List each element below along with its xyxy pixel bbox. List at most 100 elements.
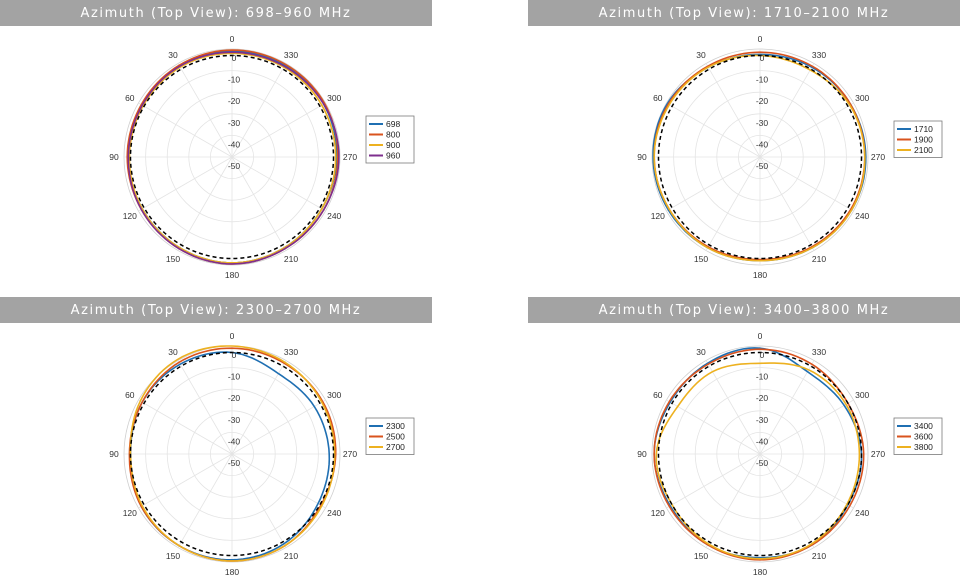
radial-tick-label: -50 xyxy=(756,458,769,468)
angle-tick-label: 330 xyxy=(812,347,826,357)
grid-spoke xyxy=(666,156,761,212)
legend-label: 960 xyxy=(386,151,400,161)
grid-spoke xyxy=(231,453,326,509)
chart-panel-1: Azimuth (Top View): 698–960 MHz 0 330 300 2… xyxy=(0,0,432,285)
legend-label: 3400 xyxy=(914,421,933,431)
grid-spoke xyxy=(759,63,815,158)
angle-tick-label: 180 xyxy=(225,567,239,577)
angle-tick-label: 120 xyxy=(651,211,665,221)
grid-spoke xyxy=(759,360,815,455)
series-2300-line xyxy=(129,351,331,561)
angle-tick-label: 150 xyxy=(166,254,180,264)
angle-tick-label: 180 xyxy=(753,567,767,577)
radial-tick-label: -20 xyxy=(756,393,769,403)
angle-tick-label: 330 xyxy=(812,50,826,60)
angle-tick-label: 150 xyxy=(694,254,708,264)
angle-tick-label: 210 xyxy=(812,254,826,264)
radial-tick-label: -10 xyxy=(756,75,769,85)
legend-label: 1900 xyxy=(914,135,933,145)
radial-tick-label: -50 xyxy=(228,161,241,171)
radial-tick-label: -20 xyxy=(228,96,241,106)
angle-tick-label: 300 xyxy=(327,390,341,400)
grid-spoke xyxy=(705,453,761,548)
angle-tick-label: 330 xyxy=(284,347,298,357)
series-2100-line xyxy=(653,54,866,262)
chart-title: Azimuth (Top View): 1710–2100 MHz xyxy=(528,0,960,26)
angle-tick-label: 240 xyxy=(855,211,869,221)
chart-title: Azimuth (Top View): 2300–2700 MHz xyxy=(0,297,432,323)
grid-spoke xyxy=(666,453,761,509)
radial-tick-label: -40 xyxy=(228,436,241,446)
radial-tick-label: -40 xyxy=(756,436,769,446)
angle-tick-label: 300 xyxy=(327,93,341,103)
angle-tick-label: 240 xyxy=(855,508,869,518)
angle-tick-label: 30 xyxy=(168,50,178,60)
angle-tick-label: 0 xyxy=(230,34,235,44)
angle-tick-label: 90 xyxy=(637,449,647,459)
angle-tick-label: 210 xyxy=(284,254,298,264)
angle-tick-label: 270 xyxy=(871,152,885,162)
angle-tick-label: 330 xyxy=(284,50,298,60)
radial-tick-label: -50 xyxy=(756,161,769,171)
legend-label: 2100 xyxy=(914,145,933,155)
radial-tick-label: -10 xyxy=(228,75,241,85)
grid-spoke xyxy=(177,63,233,158)
angle-tick-label: 60 xyxy=(125,93,135,103)
chart-panel-4: Azimuth (Top View): 3400–3800 MHz 0 330 30… xyxy=(528,297,960,582)
radial-tick-label: -10 xyxy=(228,372,241,382)
radial-tick-label: -20 xyxy=(756,96,769,106)
radial-tick-label: -10 xyxy=(756,372,769,382)
legend-label: 698 xyxy=(386,119,400,129)
angle-tick-label: 0 xyxy=(230,331,235,341)
angle-tick-label: 180 xyxy=(225,270,239,280)
radial-tick-label: -30 xyxy=(756,118,769,128)
legend-label: 2500 xyxy=(386,432,405,442)
angle-tick-label: 120 xyxy=(123,508,137,518)
angle-tick-label: 0 xyxy=(758,34,763,44)
radial-tick-label: -40 xyxy=(756,139,769,149)
angle-tick-label: 210 xyxy=(812,551,826,561)
grid-spoke xyxy=(177,156,233,251)
grid-spoke xyxy=(705,360,761,455)
radial-tick-label: 0 xyxy=(760,53,765,63)
grid-spoke xyxy=(138,399,233,455)
grid-spoke xyxy=(231,156,326,212)
reference-dashed-line xyxy=(129,54,335,260)
angle-tick-label: 120 xyxy=(651,508,665,518)
angle-tick-label: 60 xyxy=(653,390,663,400)
legend-label: 1710 xyxy=(914,124,933,134)
legend-label: 3800 xyxy=(914,442,933,452)
angle-tick-label: 30 xyxy=(696,50,706,60)
legend-label: 2300 xyxy=(386,421,405,431)
grid-spoke xyxy=(705,156,761,251)
grid-spoke xyxy=(231,102,326,158)
angle-tick-label: 120 xyxy=(123,211,137,221)
legend-label: 900 xyxy=(386,140,400,150)
grid-spoke xyxy=(177,360,233,455)
angle-tick-label: 240 xyxy=(327,508,341,518)
legend-label: 3600 xyxy=(914,432,933,442)
grid-spoke xyxy=(666,102,761,158)
angle-tick-label: 240 xyxy=(327,211,341,221)
grid-spoke xyxy=(231,360,287,455)
grid-spoke xyxy=(705,63,761,158)
angle-tick-label: 90 xyxy=(109,449,119,459)
grid-spoke xyxy=(759,156,854,212)
series-3800-line xyxy=(655,362,861,560)
radial-tick-label: -30 xyxy=(756,415,769,425)
angle-tick-label: 270 xyxy=(871,449,885,459)
grid-spoke xyxy=(138,102,233,158)
chart-title: Azimuth (Top View): 3400–3800 MHz xyxy=(528,297,960,323)
grid-spoke xyxy=(759,453,815,548)
angle-tick-label: 270 xyxy=(343,152,357,162)
angle-tick-label: 90 xyxy=(109,152,119,162)
reference-dashed-line xyxy=(129,351,335,557)
chart-panel-3: Azimuth (Top View): 2300–2700 MHz 0 330 30… xyxy=(0,297,432,582)
grid-spoke xyxy=(138,156,233,212)
